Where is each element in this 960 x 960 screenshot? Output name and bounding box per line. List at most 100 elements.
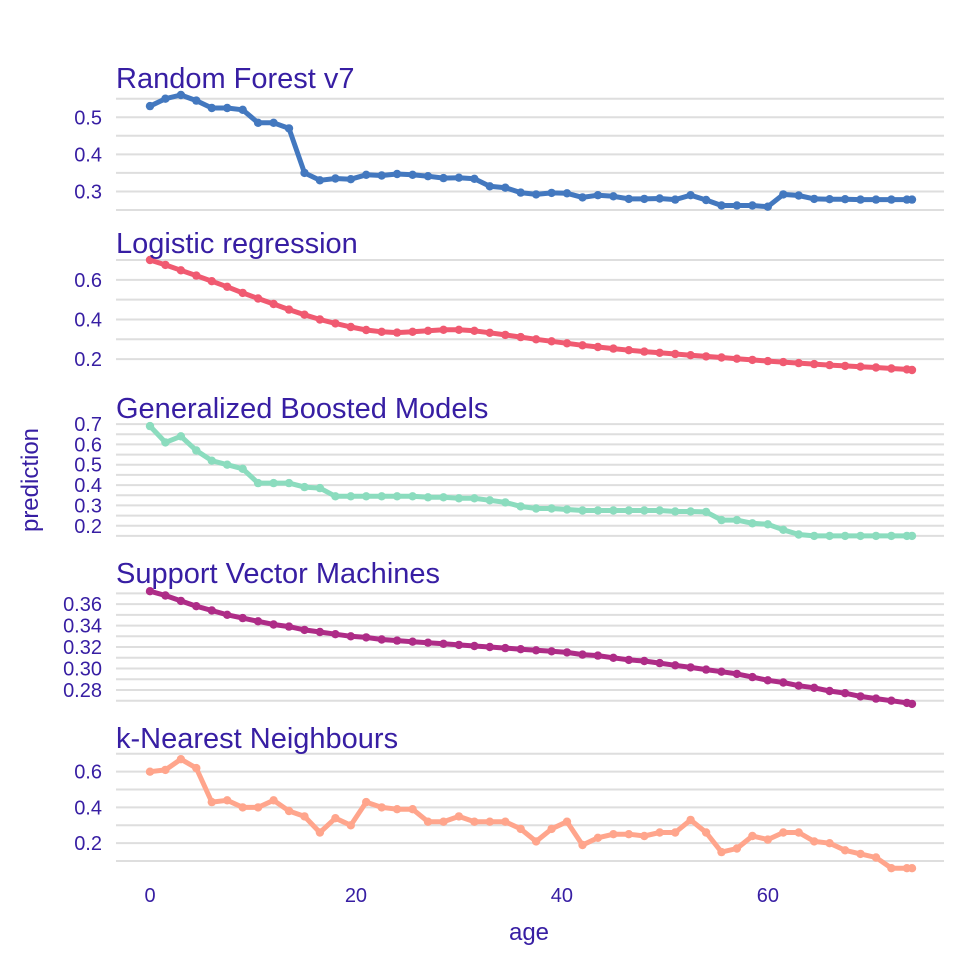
panel-4: 0.280.300.320.340.36 Support Vector Machi… <box>63 558 944 709</box>
data-point <box>253 294 263 303</box>
data-point <box>871 195 881 204</box>
data-point <box>454 325 464 334</box>
data-point <box>856 362 865 371</box>
data-point <box>856 692 865 701</box>
data-point <box>470 174 479 183</box>
data-point <box>408 492 417 501</box>
panel-3: 0.20.30.40.50.60.7 Generalized Boosted Mo… <box>74 393 944 541</box>
data-point <box>238 613 247 623</box>
data-point <box>377 803 386 812</box>
data-point <box>501 183 510 192</box>
data-point <box>763 520 772 529</box>
data-point <box>871 363 881 372</box>
data-point <box>408 327 417 336</box>
data-point <box>501 817 510 826</box>
data-point <box>392 169 402 179</box>
data-point <box>562 648 572 657</box>
data-point <box>701 507 711 517</box>
data-point <box>238 464 247 473</box>
panel-2: 0.2 0.4 0.6 Logistic regression <box>74 228 944 375</box>
data-point <box>192 763 201 773</box>
data-point <box>408 637 417 646</box>
y-tick-label: 0.36 <box>63 594 102 616</box>
data-point <box>840 361 850 371</box>
data-point <box>331 319 340 328</box>
data-point <box>871 694 881 703</box>
data-point <box>748 519 757 528</box>
data-point <box>748 831 757 841</box>
data-point <box>145 421 155 431</box>
data-point <box>423 817 433 826</box>
x-axis: 0 20 40 60 <box>144 885 779 907</box>
data-point <box>485 817 494 826</box>
data-point <box>763 835 772 844</box>
x-tick-label: 0 <box>144 885 155 907</box>
data-point <box>732 354 742 363</box>
data-point <box>485 328 494 337</box>
data-point <box>377 635 386 644</box>
data-point <box>161 438 170 447</box>
data-point <box>253 118 263 128</box>
data-point <box>701 352 711 361</box>
data-point <box>470 817 479 826</box>
y-tick-label: 0.5 <box>74 455 102 477</box>
data-point <box>794 358 803 368</box>
data-point <box>315 627 325 637</box>
data-point <box>439 639 448 648</box>
data-point <box>609 344 618 353</box>
data-point <box>779 828 788 837</box>
data-point <box>485 182 494 191</box>
data-point <box>640 347 649 356</box>
data-point <box>578 506 587 515</box>
data-point <box>454 812 464 821</box>
data-point <box>907 365 917 375</box>
data-point <box>810 194 819 204</box>
data-point <box>362 633 371 642</box>
series-line <box>147 756 915 871</box>
data-point <box>223 282 232 291</box>
data-point <box>207 606 216 615</box>
y-tick-label: 0.5 <box>74 107 102 129</box>
data-point <box>701 665 711 674</box>
data-point <box>578 341 587 350</box>
data-point <box>671 349 680 359</box>
data-point <box>907 195 917 204</box>
y-tick-label: 0.6 <box>74 762 102 784</box>
data-point <box>192 271 201 280</box>
data-point <box>408 170 417 179</box>
data-point <box>671 828 680 837</box>
data-point <box>593 833 603 842</box>
data-point <box>856 849 865 859</box>
data-point <box>253 803 263 812</box>
data-point <box>223 610 232 619</box>
data-point <box>732 669 742 679</box>
data-point <box>362 170 371 179</box>
data-point <box>547 647 556 656</box>
data-point <box>470 326 479 335</box>
data-point <box>887 531 896 541</box>
data-point <box>161 765 170 775</box>
data-point <box>763 202 772 211</box>
data-point <box>454 494 464 503</box>
series-line <box>147 423 915 539</box>
data-point <box>907 864 917 873</box>
data-point <box>779 525 788 534</box>
data-point <box>161 591 170 600</box>
data-point <box>686 815 695 825</box>
data-point <box>284 478 294 488</box>
data-point <box>810 359 819 369</box>
data-point <box>562 189 572 198</box>
data-point <box>362 325 371 335</box>
y-tick-label: 0.6 <box>74 434 102 456</box>
data-point <box>176 432 186 441</box>
data-point <box>655 658 664 668</box>
data-point <box>686 351 695 360</box>
data-point <box>145 767 155 776</box>
data-point <box>609 653 618 662</box>
data-point <box>655 348 664 357</box>
data-point <box>392 328 402 337</box>
data-point <box>346 322 355 332</box>
data-point <box>269 299 278 309</box>
x-tick-label: 40 <box>551 885 573 907</box>
